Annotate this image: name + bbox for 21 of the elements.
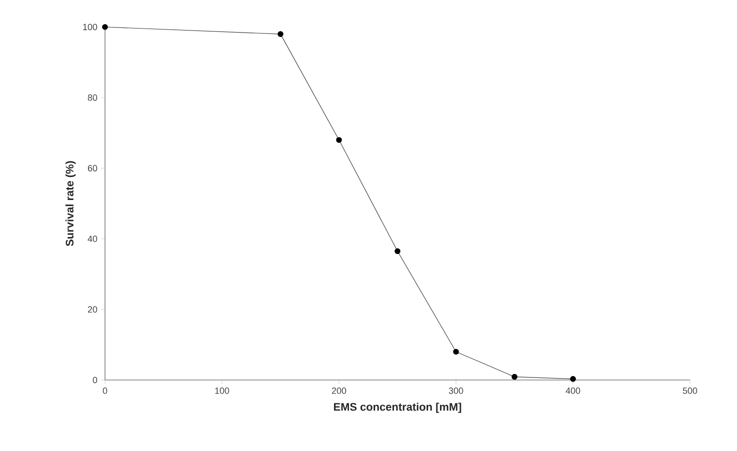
y-tick-label: 40 [88, 236, 98, 242]
x-tick-label: 200 [332, 388, 346, 394]
y-tick-label: 80 [88, 94, 98, 101]
x-tick-label: 400 [566, 388, 580, 394]
y-tick-label: 60 [88, 165, 98, 172]
point [394, 248, 400, 254]
point [336, 137, 342, 143]
y-tick-label: 100 [83, 24, 98, 30]
point [102, 24, 108, 30]
point [453, 348, 459, 355]
x-tick-label: 300 [448, 388, 464, 394]
x-axis-title: EMS concentration [mM] [334, 402, 462, 413]
y-tick-label: 20 [88, 306, 98, 313]
x-tick-label: 500 [682, 388, 698, 394]
point [278, 31, 284, 37]
point [512, 374, 518, 380]
point [570, 376, 576, 382]
y-axis-title: Survival rate (%) [65, 161, 76, 246]
x-tick-label: 100 [215, 388, 230, 394]
y-tick-label: 0 [92, 376, 98, 384]
x-tick-label: 0 [102, 388, 108, 394]
